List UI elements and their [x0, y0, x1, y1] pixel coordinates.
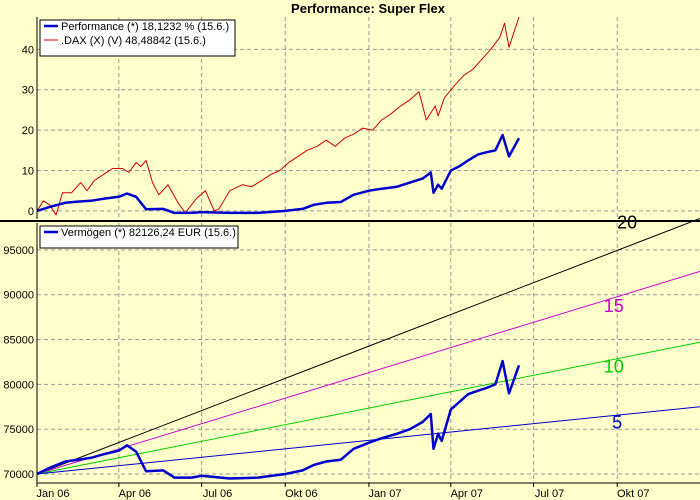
- reference-label-15: 15: [604, 296, 624, 316]
- y-tick-label: 10: [22, 166, 34, 178]
- series-line-performance: [36, 133, 521, 215]
- series-line-dax: [36, 16, 520, 216]
- legend-label: .DAX (X) (V) 48,48842 (15.6.): [61, 35, 206, 47]
- y-tick-label: 40: [22, 44, 34, 56]
- y-tick-label: 75000: [3, 424, 34, 436]
- y-tick-label: 90000: [3, 290, 34, 302]
- legend-label: Performance (*) 18,1232 % (15.6.): [61, 21, 229, 33]
- reference-line-15: [36, 270, 700, 475]
- y-tick-label: 20: [22, 125, 34, 137]
- x-tick-label: Jul 07: [535, 488, 564, 500]
- reference-line-20: [36, 218, 700, 475]
- y-tick-label: 85000: [3, 335, 34, 347]
- legend-label: Vermögen (*) 82126,24 EUR (15.6.): [61, 227, 236, 239]
- x-tick-label: Jan 06: [36, 488, 69, 500]
- legend-box: [39, 19, 236, 57]
- y-tick-label: 80000: [3, 379, 34, 391]
- y-tick-label: 70000: [3, 469, 34, 481]
- y-tick-label: 30: [22, 85, 34, 97]
- x-tick-label: Jan 07: [368, 488, 401, 500]
- reference-line-10: [36, 341, 700, 475]
- chart-title: Performance: Super Flex: [291, 1, 446, 16]
- x-tick-label: Okt 07: [617, 488, 649, 500]
- reference-label-20: 20: [617, 212, 637, 232]
- y-tick-label: 0: [28, 206, 34, 218]
- x-tick-label: Okt 06: [285, 488, 317, 500]
- series-line-vermgen: [36, 359, 521, 480]
- reference-label-10: 10: [604, 357, 624, 377]
- x-tick-label: Apr 06: [119, 488, 151, 500]
- reference-line-5: [36, 406, 700, 475]
- y-tick-label: 95000: [3, 245, 34, 257]
- x-tick-label: Apr 07: [451, 488, 483, 500]
- legend-box: [39, 225, 239, 249]
- x-tick-label: Jul 06: [203, 488, 232, 500]
- reference-label-5: 5: [612, 412, 622, 432]
